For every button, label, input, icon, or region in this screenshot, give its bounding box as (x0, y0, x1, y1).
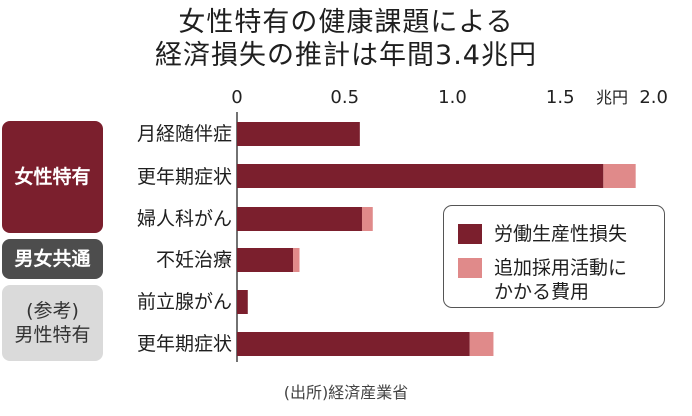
legend-label-productivity-loss: 労働生産性損失 (494, 223, 628, 245)
bar-segment-series-1 (237, 122, 360, 146)
x-tick-label: 2.0 (639, 87, 668, 108)
group-label-male-reference: (参考) (26, 300, 79, 322)
category-label-prostate-cancer: 前立腺がん (136, 291, 232, 313)
legend-swatch-productivity-loss (458, 224, 482, 244)
bar-segment-series-1 (237, 248, 294, 272)
chart-source: (出所)経済産業省 (283, 383, 409, 402)
group-label-common: 男女共通 (2, 239, 103, 279)
chart-title-line-2: 経済損失の推計は年間3.4兆円 (155, 40, 537, 71)
bar-segment-series-1 (237, 332, 470, 356)
legend-label-hiring-cost: 追加採用活動に かかる費用 (494, 257, 628, 303)
bar-segment-series-2 (469, 332, 494, 356)
x-tick-label: 0.5 (330, 87, 359, 108)
x-tick-label: 1.5 (546, 87, 575, 108)
x-tick-label: 0 (231, 87, 242, 108)
category-label-menstrual: 月経随伴症 (136, 123, 232, 145)
bar-segment-series-2 (293, 248, 300, 272)
category-label-gynecologic-cancer: 婦人科がん (136, 208, 232, 230)
chart-title: 女性特有の健康課題による 経済損失の推計は年間3.4兆円 (0, 6, 692, 72)
legend-item-hiring-cost: 追加採用活動に かかる費用 (458, 256, 627, 304)
legend-item-productivity-loss: 労働生産性損失 (458, 222, 627, 246)
category-label-female-menopause: 更年期症状 (136, 166, 232, 188)
bar-segment-series-1 (237, 207, 362, 231)
bar-segment-series-2 (603, 164, 636, 188)
category-label-male-menopause: 更年期症状 (136, 333, 232, 355)
legend: 労働生産性損失 追加採用活動に かかる費用 (443, 205, 665, 308)
bar-segment-series-1 (237, 290, 248, 314)
group-label-male-specific: (参考) 男性特有 (2, 285, 103, 361)
category-label-infertility: 不妊治療 (155, 249, 232, 271)
bar-segment-series-1 (237, 164, 604, 188)
chart-title-line-1: 女性特有の健康課題による (178, 7, 514, 38)
x-tick-label: 1.0 (438, 87, 467, 108)
group-label-male-title: 男性特有 (14, 324, 91, 346)
group-label-female-specific: 女性特有 (2, 121, 103, 233)
x-unit-label: 兆円 (596, 88, 628, 107)
legend-swatch-hiring-cost (458, 258, 482, 278)
bar-segment-series-2 (361, 207, 373, 231)
